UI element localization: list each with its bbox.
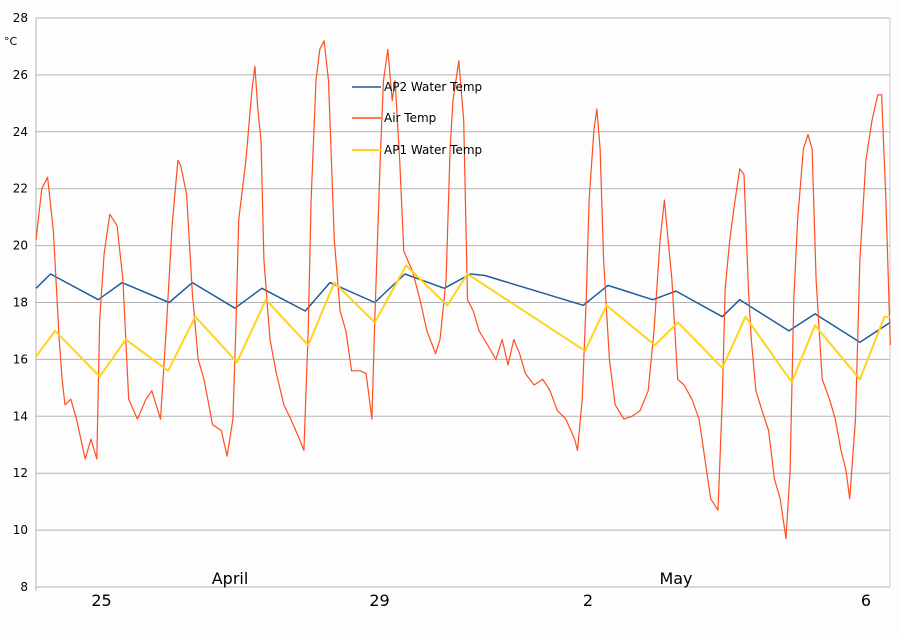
- y-tick-label: 16: [13, 352, 28, 366]
- legend: AP2 Water Temp Air Temp AP1 Water Temp: [352, 80, 482, 157]
- legend-label: AP2 Water Temp: [384, 80, 482, 94]
- month-label: May: [659, 569, 692, 588]
- y-tick-label: 10: [13, 523, 28, 537]
- month-labels: April May: [212, 569, 693, 588]
- y-tick-label: 22: [13, 182, 28, 196]
- series-line-ap1-water-temp: [35, 264, 891, 384]
- month-label: April: [212, 569, 249, 588]
- y-tick-label: 26: [13, 68, 28, 82]
- y-tick-label: 18: [13, 296, 28, 310]
- x-tick-label: 29: [369, 591, 389, 610]
- y-tick-label: 14: [13, 409, 28, 423]
- y-tick-label: 8: [20, 580, 28, 594]
- y-tick-label: 12: [13, 466, 28, 480]
- y-tick-label: 20: [13, 239, 28, 253]
- y-axis-tick-labels: 8 10 12 14 16 18 20 22 24 26 28: [13, 11, 28, 594]
- x-tick-label: 25: [91, 591, 111, 610]
- legend-label: AP1 Water Temp: [384, 143, 482, 157]
- y-tick-label: 24: [13, 125, 28, 139]
- x-tick-label: 2: [583, 591, 593, 610]
- series-line-air-temp: [35, 40, 891, 540]
- legend-label: Air Temp: [384, 111, 436, 125]
- y-axis-unit-label: °C: [4, 35, 18, 48]
- x-axis-tick-labels: 25 29 2 6: [91, 591, 871, 610]
- series-lines: [35, 40, 891, 540]
- gridlines: [35, 17, 891, 591]
- x-tick-label: 6: [861, 591, 871, 610]
- y-tick-label: 28: [13, 11, 28, 25]
- series-line-ap2-water-temp: [35, 273, 891, 344]
